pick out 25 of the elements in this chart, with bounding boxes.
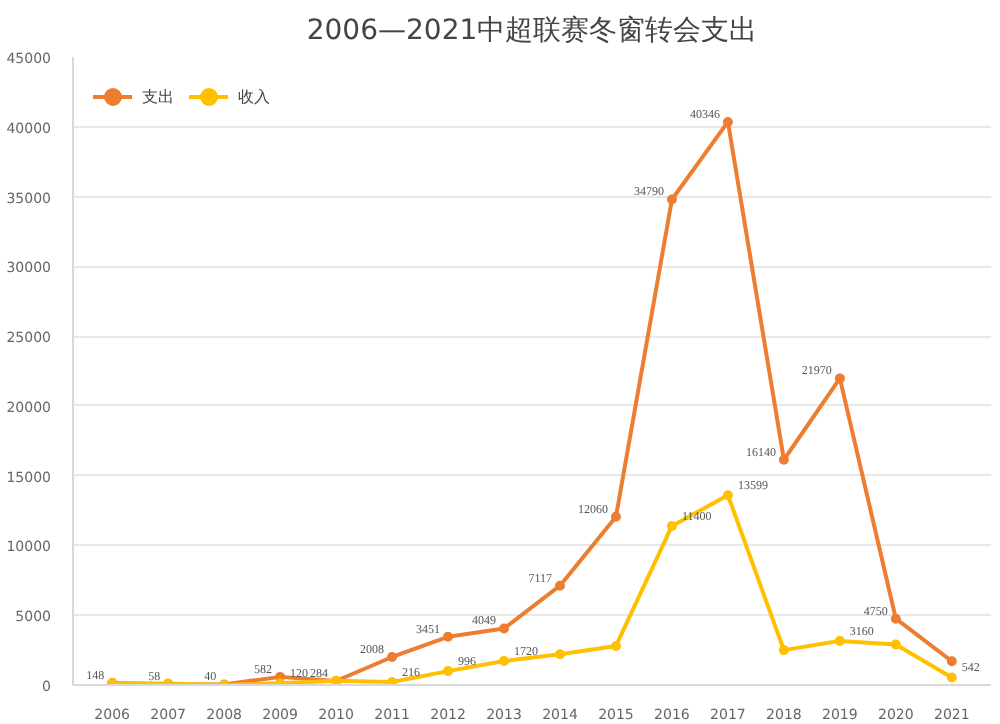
point xyxy=(666,194,677,205)
point xyxy=(499,656,510,666)
point xyxy=(666,520,677,531)
point xyxy=(778,454,789,465)
point xyxy=(890,613,901,624)
point xyxy=(946,656,957,667)
point xyxy=(890,639,901,650)
point xyxy=(554,649,565,660)
point xyxy=(443,631,454,642)
point xyxy=(946,672,957,683)
point xyxy=(499,623,510,634)
point xyxy=(778,645,789,656)
point xyxy=(834,373,845,384)
point xyxy=(554,580,565,591)
point xyxy=(610,511,621,522)
legend-label: 支出 xyxy=(142,85,176,107)
point xyxy=(387,676,398,685)
point xyxy=(834,635,845,646)
point xyxy=(722,490,733,501)
legend-label: 收入 xyxy=(238,85,272,107)
point xyxy=(387,651,398,662)
point xyxy=(610,640,621,651)
point xyxy=(722,116,733,127)
point xyxy=(443,666,454,677)
chart-title: 2006—2021中超联赛冬窗转会支出 xyxy=(306,15,758,47)
